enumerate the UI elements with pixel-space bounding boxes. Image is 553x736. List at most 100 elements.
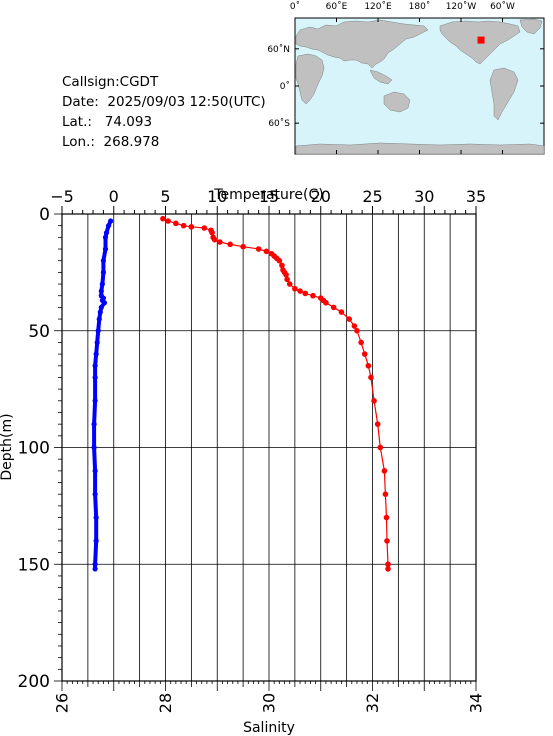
land-greenland (519, 18, 543, 35)
temperature-tick-label: 20 (311, 187, 331, 206)
temperature-point (98, 304, 104, 310)
salinity-point (346, 316, 353, 322)
land-australia (383, 91, 411, 113)
latitude-text: Lat.: 74.093 (62, 114, 153, 130)
temperature-point (93, 514, 99, 521)
temperature-point (92, 566, 98, 572)
temperature-point (101, 300, 108, 306)
map-lon-label: 60˚W (490, 1, 515, 12)
callsign-text: Callsign:CGDT (62, 74, 159, 90)
temperature-point (92, 398, 98, 404)
salinity-point (385, 566, 391, 572)
salinity-point (338, 309, 345, 315)
salinity-point (286, 281, 293, 287)
temperature-tick-label: 30 (414, 187, 434, 206)
salinity-point (284, 276, 290, 283)
salinity-point (276, 257, 283, 264)
salinity-point (217, 239, 223, 245)
depth-tick-label: 200 (18, 672, 50, 692)
map-lon-label: 0˚ (290, 1, 300, 12)
salinity-point (330, 304, 337, 311)
salinity-point (211, 236, 218, 243)
temperature-tick-label: 10 (207, 187, 227, 206)
salinity-point (255, 246, 262, 252)
temperature-point (92, 491, 98, 497)
temperature-point (100, 269, 106, 275)
salinity-tick-label: 32 (363, 693, 382, 713)
salinity-point (368, 374, 374, 381)
temperature-tick-label: 0 (109, 187, 119, 206)
salinity-point (160, 215, 166, 222)
land-south-america (489, 67, 519, 121)
salinity-point (351, 323, 358, 329)
salinity-point (165, 218, 171, 224)
temperature-point (99, 281, 105, 287)
salinity-tick-label: 30 (260, 693, 279, 713)
salinity-point (227, 241, 233, 248)
salinity-tick-label: 34 (467, 693, 486, 713)
salinity-point (209, 229, 215, 236)
salinity-point (180, 222, 187, 229)
depth-axis: 0 50 100 150 200 (18, 205, 62, 692)
salinity-point (279, 262, 285, 269)
map-lon-label: 180˚ (409, 1, 431, 12)
salinity-point (292, 285, 298, 292)
map-lon-label: 60˚E (326, 1, 348, 12)
temperature-tick-label: 25 (362, 187, 382, 206)
temperature-point (92, 561, 98, 567)
temperature-point (94, 339, 100, 346)
temperature-point (108, 218, 114, 224)
temperature-tick-label: 15 (259, 187, 279, 206)
salinity-tick-label: 28 (156, 693, 175, 713)
map-longitude-labels: 0˚ 60˚E 120˚E 180˚ 120˚W 60˚W (290, 1, 515, 12)
depth-tick-label: 0 (39, 205, 50, 225)
longitude-text: Lon.: 268.978 (62, 134, 160, 150)
salinity-point (365, 362, 372, 369)
temperature-point (102, 246, 109, 252)
salinity-axis-label: Salinity (243, 720, 295, 736)
salinity-point (354, 327, 360, 334)
salinity-point (188, 224, 195, 230)
depth-tick-label: 50 (28, 322, 50, 342)
date-text: Date: 2025/09/03 12:50(UTC) (62, 94, 266, 110)
salinity-point (302, 290, 309, 297)
map-land (295, 18, 545, 155)
land-antarctica (295, 142, 545, 155)
salinity-point (323, 299, 329, 306)
salinity-point (263, 248, 270, 255)
salinity-point (371, 398, 377, 404)
salinity-point (382, 491, 389, 498)
map-grid (294, 18, 544, 154)
salinity-point (310, 292, 316, 299)
depth-tick-label: 150 (18, 555, 50, 575)
temperature-point (102, 234, 109, 240)
temperature-tick-label: −5 (50, 187, 74, 206)
map-lat-label: 0˚ (280, 81, 290, 92)
land-eurasia (295, 19, 429, 69)
temperature-point (98, 288, 104, 294)
depth-tick-label: 100 (18, 439, 50, 459)
salinity-point (297, 288, 303, 294)
station-marker (477, 36, 485, 44)
temperature-point (100, 258, 106, 264)
profile-chart: −5 0 5 10 15 20 25 30 35 26 28 30 32 34 050100150200… (0, 187, 486, 736)
temperature-point (97, 309, 103, 315)
salinity-point (361, 351, 368, 357)
temperature-point (91, 421, 97, 427)
station-info: Callsign:CGDT Date: 2025/09/03 12:50(UTC… (62, 72, 266, 152)
salinity-point (358, 339, 364, 346)
salinity-point (374, 421, 381, 427)
temperature-point (105, 223, 112, 229)
temperature-point (92, 468, 98, 474)
salinity-point (383, 514, 390, 521)
salinity-axis: 26 28 30 32 34 (53, 681, 486, 713)
map-lon-label: 120˚W (446, 1, 477, 12)
salinity-point (173, 220, 179, 227)
temperature-axis: −5 0 5 10 15 20 25 30 35 (50, 187, 486, 214)
temperature-point (92, 363, 98, 369)
salinity-point (283, 271, 289, 278)
land-africa (295, 53, 325, 105)
salinity-point (385, 561, 391, 568)
map-latitude-labels: 60˚N 0˚ 60˚S (267, 44, 290, 129)
